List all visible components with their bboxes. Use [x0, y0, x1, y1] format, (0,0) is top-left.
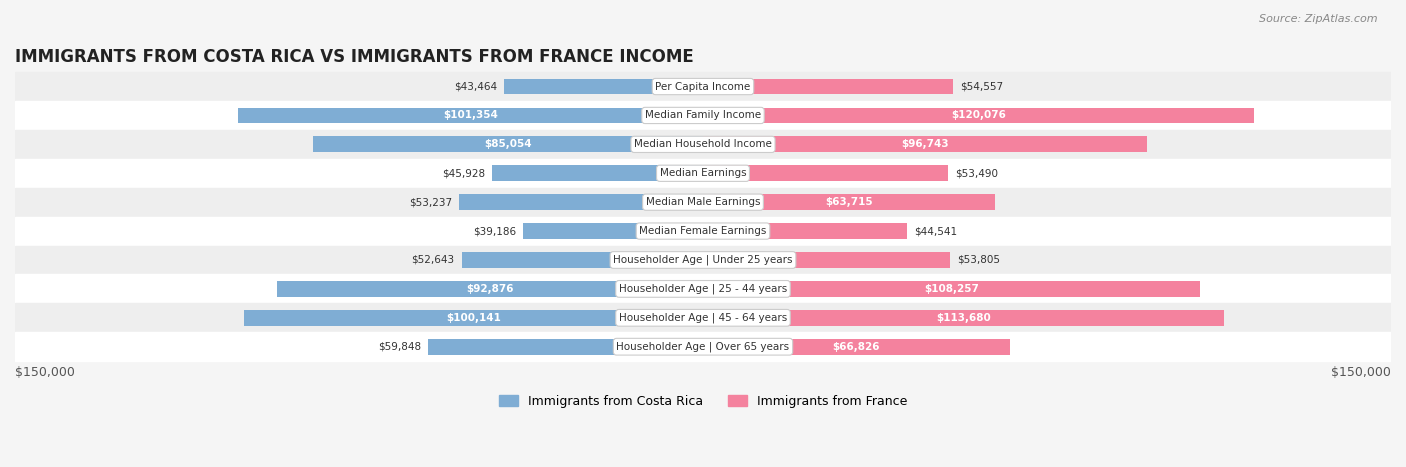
Bar	[703, 310, 1225, 326]
Bar	[15, 304, 1391, 332]
Bar	[703, 339, 1010, 354]
Text: $53,805: $53,805	[956, 255, 1000, 265]
Text: $52,643: $52,643	[412, 255, 454, 265]
Bar	[429, 339, 703, 354]
Bar	[15, 101, 1391, 130]
Bar	[15, 130, 1391, 159]
Bar	[458, 194, 703, 210]
Text: $100,141: $100,141	[446, 313, 501, 323]
Text: $92,876: $92,876	[467, 284, 513, 294]
Text: $53,490: $53,490	[955, 168, 998, 178]
Bar	[461, 252, 703, 268]
Text: $54,557: $54,557	[960, 82, 1004, 92]
Text: $150,000: $150,000	[15, 366, 75, 379]
Text: Median Household Income: Median Household Income	[634, 139, 772, 149]
Text: $85,054: $85,054	[484, 139, 531, 149]
Text: $101,354: $101,354	[443, 111, 498, 120]
Bar	[15, 188, 1391, 217]
Text: Median Family Income: Median Family Income	[645, 111, 761, 120]
Text: Median Female Earnings: Median Female Earnings	[640, 226, 766, 236]
Text: $108,257: $108,257	[924, 284, 979, 294]
Bar	[15, 159, 1391, 188]
Text: $43,464: $43,464	[454, 82, 496, 92]
Text: $120,076: $120,076	[950, 111, 1005, 120]
Bar	[15, 275, 1391, 304]
Bar	[703, 78, 953, 94]
Bar	[703, 223, 907, 239]
Text: $45,928: $45,928	[443, 168, 485, 178]
Bar	[703, 136, 1147, 152]
Bar	[703, 252, 950, 268]
Text: $44,541: $44,541	[914, 226, 957, 236]
Text: $39,186: $39,186	[474, 226, 516, 236]
Bar	[703, 194, 995, 210]
Bar	[314, 136, 703, 152]
Text: $150,000: $150,000	[1331, 366, 1391, 379]
Bar	[523, 223, 703, 239]
Bar	[492, 165, 703, 181]
Text: Per Capita Income: Per Capita Income	[655, 82, 751, 92]
Bar	[703, 165, 948, 181]
Text: Householder Age | 25 - 44 years: Householder Age | 25 - 44 years	[619, 283, 787, 294]
Text: $96,743: $96,743	[901, 139, 949, 149]
Text: Householder Age | Over 65 years: Householder Age | Over 65 years	[616, 341, 790, 352]
Text: $66,826: $66,826	[832, 342, 880, 352]
Text: $63,715: $63,715	[825, 197, 873, 207]
Bar	[503, 78, 703, 94]
Text: Householder Age | Under 25 years: Householder Age | Under 25 years	[613, 255, 793, 265]
Bar	[243, 310, 703, 326]
Text: Source: ZipAtlas.com: Source: ZipAtlas.com	[1260, 14, 1378, 24]
Text: Median Male Earnings: Median Male Earnings	[645, 197, 761, 207]
Legend: Immigrants from Costa Rica, Immigrants from France: Immigrants from Costa Rica, Immigrants f…	[494, 389, 912, 412]
Bar	[15, 72, 1391, 101]
Bar	[238, 107, 703, 123]
Text: IMMIGRANTS FROM COSTA RICA VS IMMIGRANTS FROM FRANCE INCOME: IMMIGRANTS FROM COSTA RICA VS IMMIGRANTS…	[15, 48, 693, 66]
Text: $53,237: $53,237	[409, 197, 451, 207]
Text: Median Earnings: Median Earnings	[659, 168, 747, 178]
Bar	[703, 281, 1199, 297]
Bar	[703, 107, 1254, 123]
Text: Householder Age | 45 - 64 years: Householder Age | 45 - 64 years	[619, 312, 787, 323]
Text: $113,680: $113,680	[936, 313, 991, 323]
Text: $59,848: $59,848	[378, 342, 422, 352]
Bar	[15, 332, 1391, 361]
Bar	[15, 246, 1391, 275]
Bar	[15, 217, 1391, 246]
Bar	[277, 281, 703, 297]
